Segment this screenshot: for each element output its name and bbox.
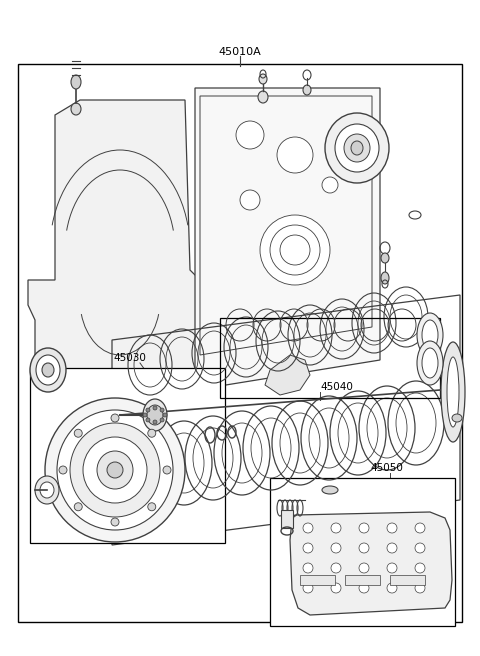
Ellipse shape — [163, 413, 167, 417]
Ellipse shape — [415, 543, 425, 553]
Ellipse shape — [351, 141, 363, 155]
Bar — [30, 368, 225, 543]
Ellipse shape — [71, 75, 81, 89]
Ellipse shape — [143, 413, 147, 417]
Ellipse shape — [359, 583, 369, 593]
Ellipse shape — [40, 482, 54, 498]
Ellipse shape — [359, 563, 369, 573]
Ellipse shape — [381, 272, 389, 284]
Ellipse shape — [153, 406, 157, 410]
Ellipse shape — [387, 583, 397, 593]
Ellipse shape — [331, 543, 341, 553]
Ellipse shape — [303, 543, 313, 553]
Ellipse shape — [258, 91, 268, 103]
Ellipse shape — [387, 563, 397, 573]
Ellipse shape — [36, 355, 60, 385]
Ellipse shape — [359, 523, 369, 533]
Ellipse shape — [387, 543, 397, 553]
Ellipse shape — [303, 563, 313, 573]
Ellipse shape — [30, 348, 66, 392]
Bar — [300, 575, 335, 585]
Ellipse shape — [97, 451, 133, 489]
Ellipse shape — [359, 543, 369, 553]
Ellipse shape — [111, 518, 119, 526]
Ellipse shape — [452, 414, 462, 422]
Text: 45030: 45030 — [113, 353, 146, 363]
Ellipse shape — [143, 399, 167, 431]
Ellipse shape — [146, 408, 150, 412]
Ellipse shape — [322, 486, 338, 494]
Ellipse shape — [303, 583, 313, 593]
Ellipse shape — [148, 429, 156, 438]
Ellipse shape — [45, 398, 185, 542]
Ellipse shape — [331, 583, 341, 593]
Ellipse shape — [153, 420, 157, 424]
Ellipse shape — [303, 85, 311, 95]
Bar — [281, 510, 293, 528]
Ellipse shape — [160, 418, 164, 422]
Ellipse shape — [381, 253, 389, 263]
Bar — [270, 478, 455, 626]
Ellipse shape — [71, 103, 81, 115]
Ellipse shape — [74, 502, 82, 511]
Ellipse shape — [415, 563, 425, 573]
Ellipse shape — [147, 405, 163, 425]
Ellipse shape — [417, 313, 443, 357]
Ellipse shape — [387, 523, 397, 533]
Ellipse shape — [322, 177, 338, 193]
Polygon shape — [290, 512, 452, 615]
Ellipse shape — [422, 320, 438, 350]
Bar — [390, 575, 425, 585]
Ellipse shape — [111, 414, 119, 422]
Ellipse shape — [422, 348, 438, 378]
Ellipse shape — [331, 563, 341, 573]
Ellipse shape — [417, 341, 443, 385]
Text: 45040: 45040 — [320, 382, 353, 392]
Ellipse shape — [335, 124, 379, 172]
Bar — [345, 575, 380, 585]
Ellipse shape — [277, 137, 313, 173]
Polygon shape — [195, 88, 380, 390]
Ellipse shape — [280, 235, 310, 265]
Ellipse shape — [59, 466, 67, 474]
Ellipse shape — [325, 113, 389, 183]
Text: 45010A: 45010A — [218, 47, 262, 57]
Ellipse shape — [303, 523, 313, 533]
Ellipse shape — [83, 437, 147, 503]
Ellipse shape — [74, 429, 82, 438]
Ellipse shape — [148, 502, 156, 511]
Ellipse shape — [35, 476, 59, 504]
Ellipse shape — [270, 225, 320, 275]
Polygon shape — [265, 355, 310, 395]
Ellipse shape — [107, 462, 123, 478]
Ellipse shape — [240, 190, 260, 210]
Ellipse shape — [344, 134, 370, 162]
Ellipse shape — [42, 363, 54, 377]
Ellipse shape — [447, 357, 459, 427]
Ellipse shape — [331, 523, 341, 533]
Ellipse shape — [146, 418, 150, 422]
Ellipse shape — [57, 410, 173, 530]
Polygon shape — [28, 100, 200, 408]
Ellipse shape — [260, 215, 330, 285]
Ellipse shape — [415, 583, 425, 593]
Ellipse shape — [160, 408, 164, 412]
Text: 45050: 45050 — [370, 463, 403, 473]
Ellipse shape — [441, 342, 465, 442]
Ellipse shape — [259, 74, 267, 84]
Ellipse shape — [70, 423, 160, 517]
Ellipse shape — [163, 466, 171, 474]
Ellipse shape — [415, 523, 425, 533]
Bar — [18, 64, 462, 622]
Ellipse shape — [236, 121, 264, 149]
